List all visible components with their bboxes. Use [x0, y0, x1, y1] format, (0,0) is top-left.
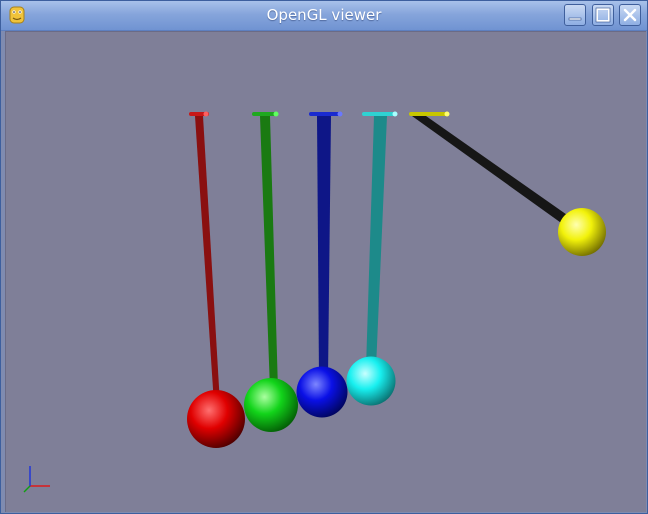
yellow-pivot-bar	[409, 112, 449, 116]
green-ball[interactable]	[244, 378, 298, 432]
green-pivot-cap	[273, 111, 279, 117]
minimize-button[interactable]	[564, 4, 586, 26]
cyan-pivot-cap	[392, 111, 398, 117]
blue-pivot-bar	[309, 112, 341, 116]
yellow-ball[interactable]	[558, 208, 606, 256]
blue-rod	[317, 116, 331, 378]
minimize-icon	[568, 17, 582, 21]
opengl-canvas[interactable]	[5, 31, 646, 512]
maximize-icon	[595, 7, 611, 23]
close-icon	[623, 8, 637, 22]
red-ball[interactable]	[187, 390, 245, 448]
green-rod	[260, 116, 278, 390]
maximize-button[interactable]	[592, 4, 614, 26]
yellow-rod	[412, 116, 580, 230]
title-bar[interactable]: OpenGL viewer	[1, 1, 647, 31]
cyan-pivot-bar	[362, 112, 396, 116]
blue-pivot-cap	[337, 111, 343, 117]
axis-triad-icon	[23, 466, 50, 493]
close-button[interactable]	[619, 4, 641, 26]
red-rod	[195, 116, 220, 404]
yellow-pivot-cap	[444, 111, 450, 117]
cyan-rod	[366, 116, 387, 368]
pendulum-scene[interactable]	[6, 32, 646, 512]
red-pivot-cap	[203, 111, 209, 117]
cyan-ball[interactable]	[346, 356, 396, 406]
blue-ball[interactable]	[296, 366, 348, 418]
z-axis-line	[23, 485, 31, 493]
window-title: OpenGL viewer	[266, 6, 382, 24]
green-pivot-bar	[252, 112, 278, 116]
python-icon[interactable]	[8, 6, 26, 24]
